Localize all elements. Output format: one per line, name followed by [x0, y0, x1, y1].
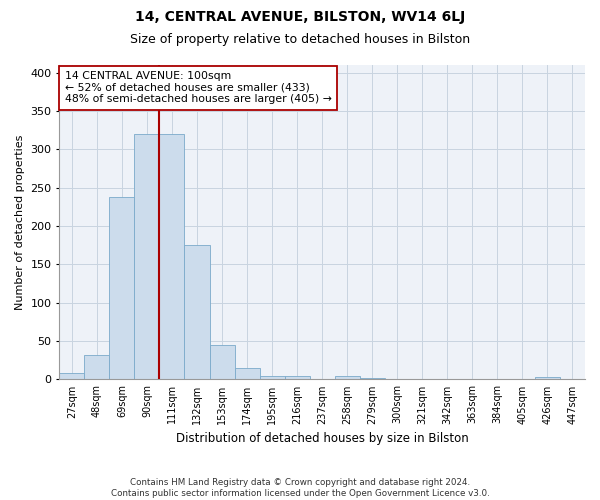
Bar: [360, 378, 385, 380]
Bar: [284, 376, 310, 380]
Text: Contains HM Land Registry data © Crown copyright and database right 2024.
Contai: Contains HM Land Registry data © Crown c…: [110, 478, 490, 498]
Bar: [109, 197, 134, 380]
X-axis label: Distribution of detached houses by size in Bilston: Distribution of detached houses by size …: [176, 432, 469, 445]
Y-axis label: Number of detached properties: Number of detached properties: [15, 134, 25, 310]
Text: Size of property relative to detached houses in Bilston: Size of property relative to detached ho…: [130, 32, 470, 46]
Text: 14 CENTRAL AVENUE: 100sqm
← 52% of detached houses are smaller (433)
48% of semi: 14 CENTRAL AVENUE: 100sqm ← 52% of detac…: [65, 72, 331, 104]
Bar: [335, 376, 360, 380]
Bar: [59, 374, 85, 380]
Text: 14, CENTRAL AVENUE, BILSTON, WV14 6LJ: 14, CENTRAL AVENUE, BILSTON, WV14 6LJ: [135, 10, 465, 24]
Bar: [209, 345, 235, 380]
Bar: [134, 134, 160, 380]
Bar: [535, 377, 560, 380]
Bar: [184, 245, 209, 380]
Bar: [260, 376, 284, 380]
Bar: [85, 355, 109, 380]
Bar: [160, 134, 184, 380]
Bar: [235, 368, 260, 380]
